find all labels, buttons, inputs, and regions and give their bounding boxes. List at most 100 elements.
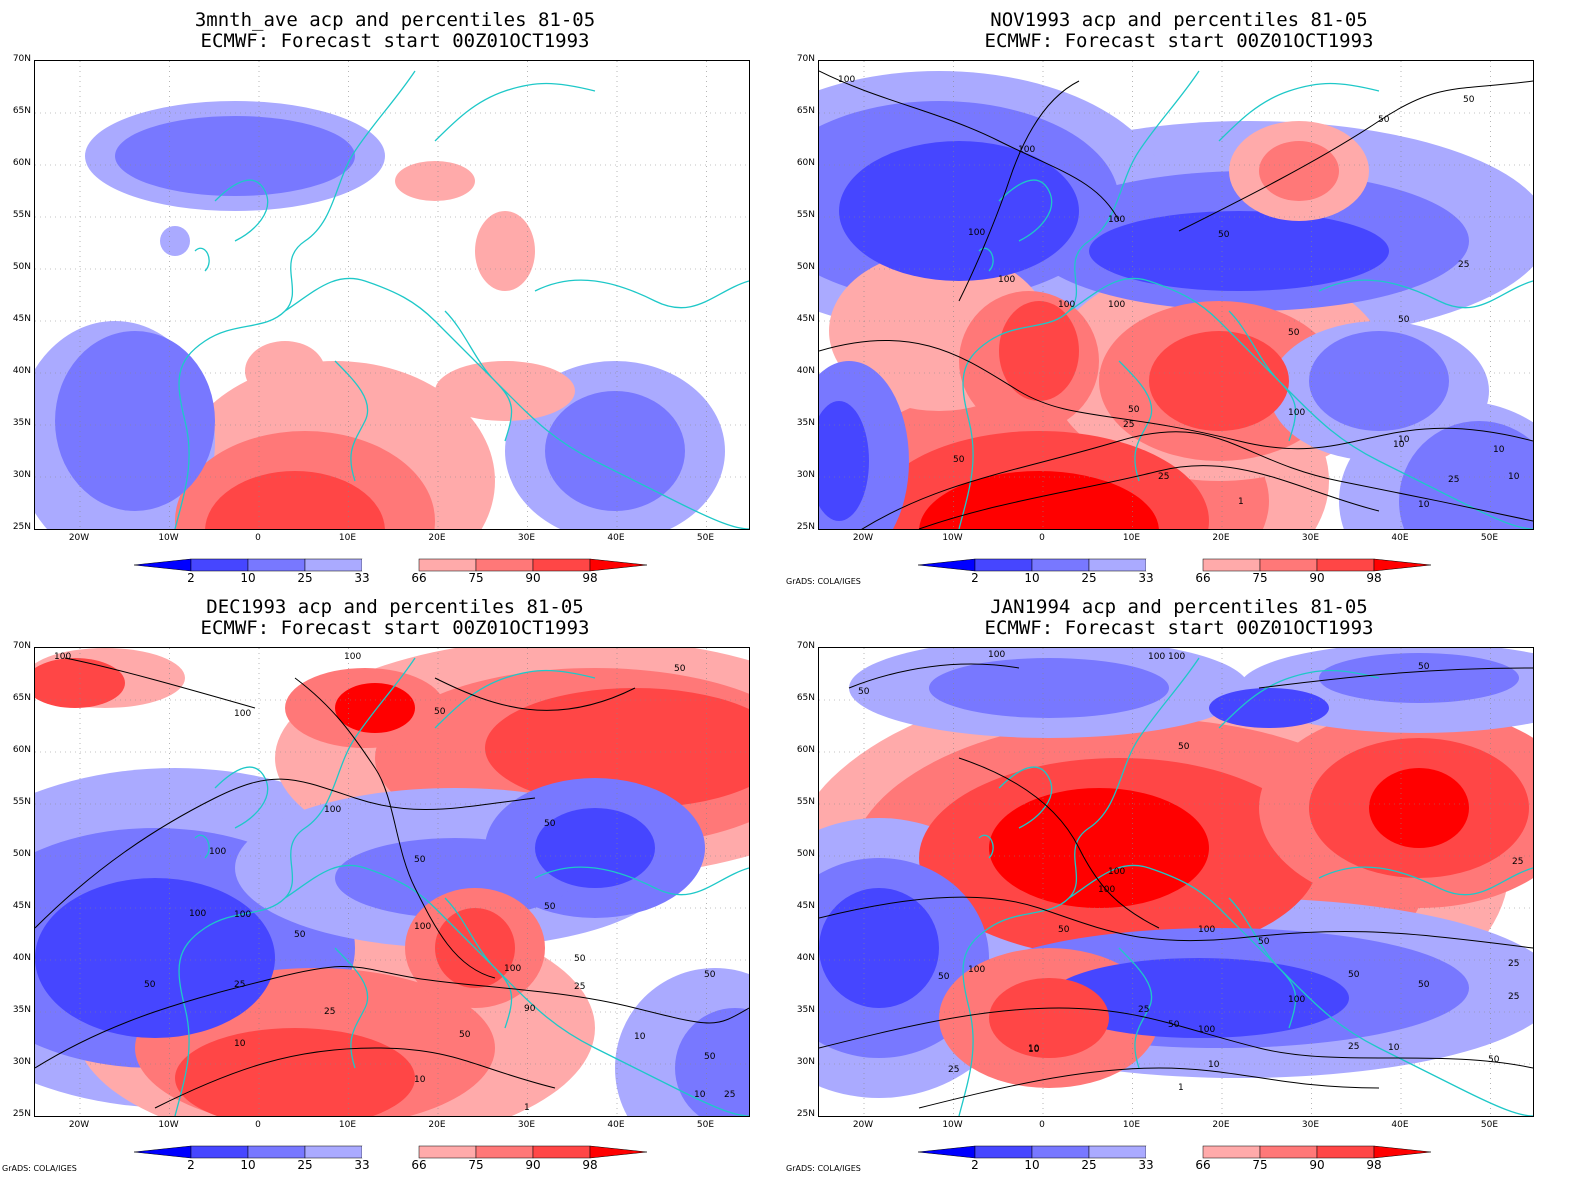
latitude-label: 50N (12, 849, 31, 859)
longitude-label: 0 (255, 533, 261, 543)
percentile-shade (175, 1028, 415, 1116)
colorbar-label: 2 (971, 1158, 979, 1172)
map-svg (35, 648, 749, 1116)
contour-value-label: 1 (524, 1103, 530, 1113)
longitude-label: 20W (852, 1120, 874, 1130)
panel-title-line1: NOV1993 acp and percentiles 81-05 (990, 9, 1368, 31)
contour-value-label: 10 (1028, 1044, 1040, 1054)
contour-line (819, 339, 1533, 450)
contour-line (819, 1007, 1533, 1069)
contour-line (64, 657, 256, 709)
contour-value-label: 100 (209, 847, 227, 857)
contour-value-label: 10 (1208, 1060, 1220, 1070)
longitude-label: 20E (1212, 1120, 1230, 1130)
contour-value-label: 50 (1488, 1055, 1500, 1065)
contour-value-label: 50 (1398, 315, 1410, 325)
colorbar-segment (418, 1145, 477, 1159)
colorbar-segment (304, 558, 363, 572)
contour-value-label: 25 (1123, 420, 1135, 430)
colorbar-label: 25 (1081, 1158, 1097, 1172)
map-svg (819, 61, 1533, 529)
longitude-label: 20E (1212, 533, 1230, 543)
colorbar-label: 33 (354, 1158, 370, 1172)
longitude-label: 20W (68, 1120, 90, 1130)
latitude-label: 45N (796, 901, 815, 911)
contour-value-label: 25 (1158, 472, 1170, 482)
latitude-label: 25N (12, 522, 31, 532)
contour-value-label: 50 (1058, 925, 1070, 935)
colorbar-label: 98 (582, 1158, 598, 1172)
contour-value-label: 50 (953, 455, 965, 465)
colorbar-label: 33 (354, 571, 370, 585)
percentile-shade (819, 401, 869, 521)
contour-value-label: 25 (574, 982, 586, 992)
latitude-label: 35N (12, 418, 31, 428)
latitude-label: 60N (796, 158, 815, 168)
colorbar-segment (918, 558, 976, 572)
colorbar-segment (1146, 559, 1203, 571)
contour-value-label: 50 (1178, 742, 1190, 752)
latitude-label: 40N (12, 953, 31, 963)
latitude-label: 50N (12, 262, 31, 272)
coastline (958, 70, 1533, 529)
colorbar-segment (1146, 1146, 1203, 1158)
colorbar-segment (1031, 1145, 1090, 1159)
contour-value-label: 100 (234, 709, 252, 719)
contour-line (35, 966, 749, 1069)
latitude-label: 65N (12, 106, 31, 116)
latitude-label: 50N (796, 262, 815, 272)
longitude-label: 40E (1391, 533, 1409, 543)
contour-value-label: 100 (1288, 995, 1306, 1005)
percentile-shade (335, 683, 415, 733)
colorbar-segment (1373, 558, 1432, 572)
longitude-label: 0 (1039, 533, 1045, 543)
latitude-label: 70N (12, 641, 31, 651)
colorbar-segment (1088, 1145, 1147, 1159)
percentile-shade (1399, 421, 1533, 529)
longitude-label: 50E (1480, 1120, 1499, 1130)
percentile-shade (545, 391, 685, 511)
latitude-label: 25N (796, 1109, 815, 1119)
contour-value-label: 90 (524, 1004, 536, 1014)
longitude-label: 50E (696, 1120, 715, 1130)
contour-value-label: 25 (1458, 260, 1470, 270)
latitude-label: 45N (12, 314, 31, 324)
contour-value-label: 100 (414, 922, 432, 932)
latitude-label: 30N (796, 470, 815, 480)
colorbar (134, 1145, 648, 1159)
colorbar-label: 75 (468, 571, 484, 585)
latitude-label: 40N (796, 953, 815, 963)
contour-value-label: 100 (968, 228, 986, 238)
latitude-label: 30N (12, 1057, 31, 1067)
colorbar-label: 2 (187, 1158, 195, 1172)
colorbar-segment (974, 1145, 1033, 1159)
latitude-label: 60N (796, 745, 815, 755)
contour-value-label: 100 (1018, 145, 1036, 155)
latitude-label: 70N (796, 54, 815, 64)
colorbar-label: 10 (240, 1158, 256, 1172)
contour-value-label: 50 (414, 855, 426, 865)
contour-value-label: 100 (324, 805, 342, 815)
longitude-label: 40E (607, 1120, 625, 1130)
contour-value-label: 10 (1388, 1043, 1400, 1053)
percentile-shade (55, 331, 215, 511)
latitude-label: 55N (12, 210, 31, 220)
longitude-label: 0 (1039, 1120, 1045, 1130)
colorbar-segment (1202, 558, 1261, 572)
percentile-shade (999, 301, 1079, 401)
contour-value-label: 100 (838, 75, 856, 85)
longitude-label: 0 (255, 1120, 261, 1130)
contour-value-label: 50 (1418, 980, 1430, 990)
latitude-label: 35N (796, 1005, 815, 1015)
colorbar-segment (974, 558, 1033, 572)
contour-value-label: 50 (434, 707, 446, 717)
colorbar-segment (589, 558, 648, 572)
latitude-label: 25N (796, 522, 815, 532)
percentile-shade (1259, 141, 1339, 201)
contour-value-label: 50 (704, 970, 716, 980)
contour-value-label: 50 (938, 972, 950, 982)
colorbar-segment (1259, 1145, 1318, 1159)
percentile-map-3month (34, 60, 750, 530)
coastline (174, 657, 749, 1116)
contour-value-label: 25 (724, 1090, 736, 1100)
